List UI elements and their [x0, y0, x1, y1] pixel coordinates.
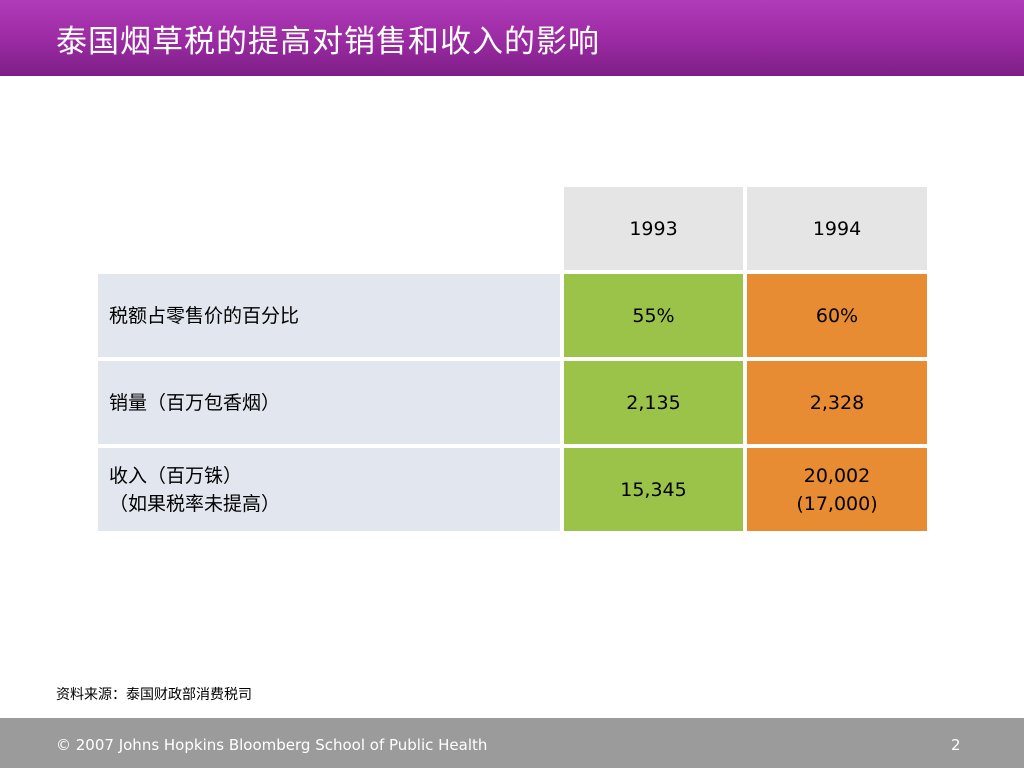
cell-1993: 55% — [564, 274, 743, 357]
cell-value: 15,345 — [620, 478, 687, 501]
cell-value: 2,328 — [809, 391, 865, 414]
table-corner — [98, 187, 560, 270]
footer-bar — [0, 718, 1024, 768]
cell-1994: 20,002 (17,000) — [747, 448, 927, 531]
table-row: 销量（百万包香烟） 2,135 2,328 — [98, 361, 927, 444]
cell-1994: 60% — [747, 274, 927, 357]
row-label: 收入（百万铢） （如果税率未提高） — [98, 448, 560, 531]
cell-1993: 2,135 — [564, 361, 743, 444]
slide-title: 泰国烟草税的提高对销售和收入的影响 — [56, 24, 600, 60]
row-label-line: 收入（百万铢） — [109, 464, 243, 487]
row-label: 税额占零售价的百分比 — [98, 274, 560, 357]
source-note: 资料来源：泰国财政部消费税司 — [56, 687, 252, 703]
table-row: 税额占零售价的百分比 55% 60% — [98, 274, 927, 357]
table-row: 收入（百万铢） （如果税率未提高） 15,345 20,002 (17,000) — [98, 448, 927, 531]
data-table: 1993 1994 税额占零售价的百分比 55% 60% 销量（百万包香烟） 2… — [94, 183, 931, 535]
row-label-line: （如果税率未提高） — [109, 492, 281, 515]
copyright-text: © 2007 Johns Hopkins Bloomberg School of… — [56, 736, 488, 754]
row-label-line: 销量（百万包香烟） — [109, 391, 281, 414]
cell-value: 2,135 — [626, 391, 681, 414]
column-header-1994: 1994 — [747, 187, 927, 270]
row-label-line: 税额占零售价的百分比 — [109, 304, 300, 327]
cell-value: 60% — [815, 304, 859, 327]
title-bar: 泰国烟草税的提高对销售和收入的影响 — [0, 0, 1024, 76]
cell-value-secondary: (17,000) — [796, 492, 878, 515]
page-number: 2 — [951, 736, 961, 754]
row-label: 销量（百万包香烟） — [98, 361, 560, 444]
cell-1993: 15,345 — [564, 448, 743, 531]
cell-1994: 2,328 — [747, 361, 927, 444]
cell-value: 20,002 — [803, 464, 871, 487]
cell-value: 55% — [632, 304, 675, 327]
column-header-1993: 1993 — [564, 187, 743, 270]
table-header-row: 1993 1994 — [98, 187, 927, 270]
